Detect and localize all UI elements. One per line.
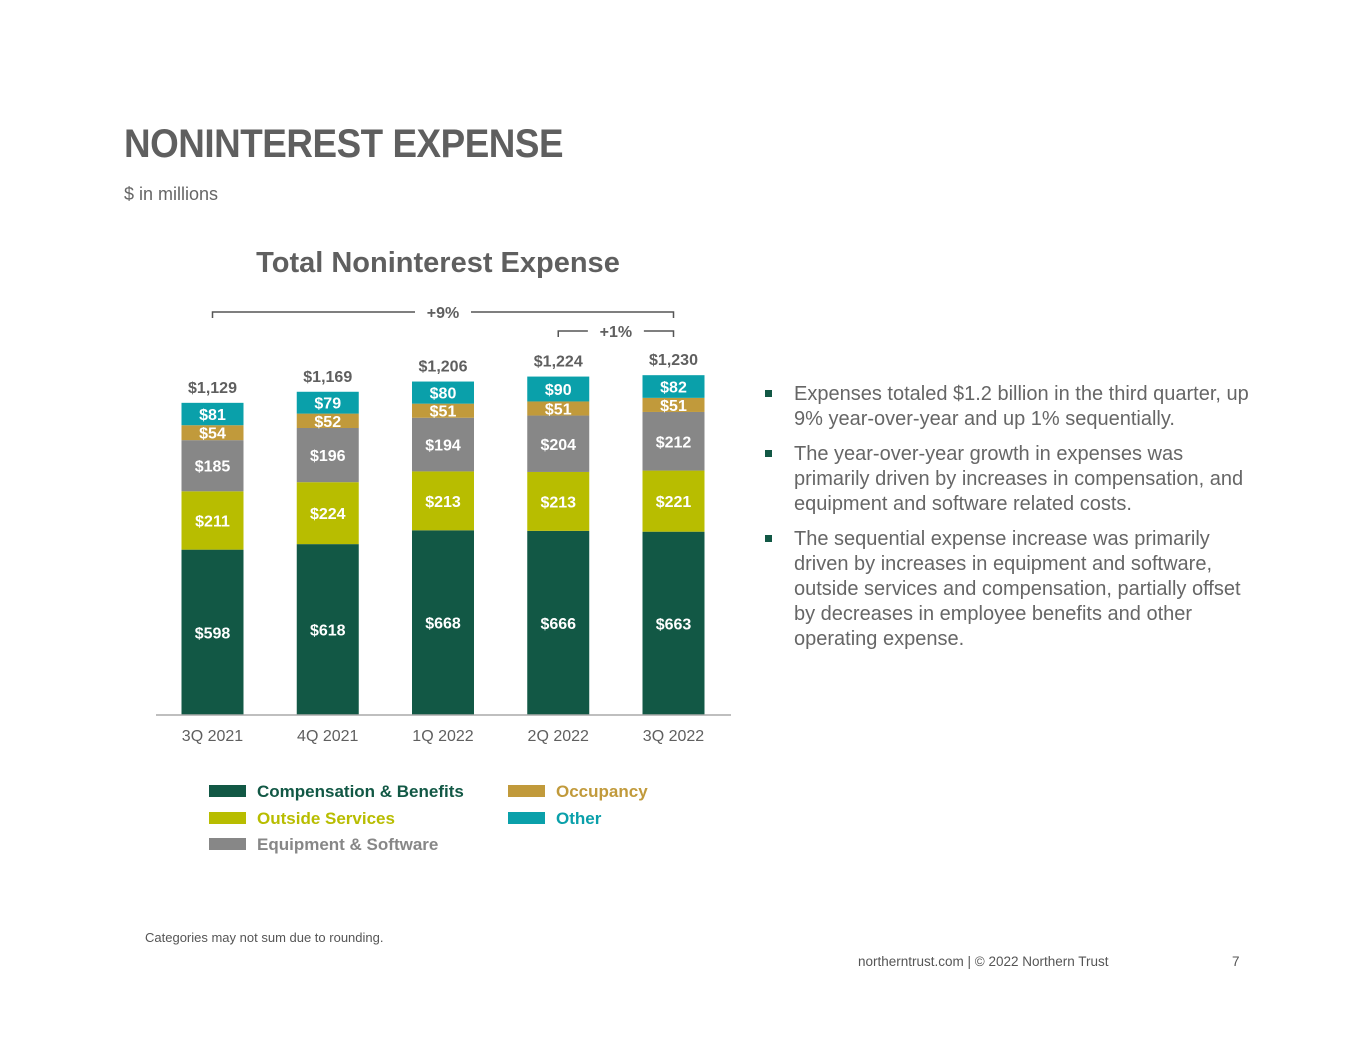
bar-segment-other	[642, 375, 705, 398]
bullet-item: The year-over-year growth in expenses wa…	[764, 442, 1254, 517]
square-bullet-icon	[765, 450, 772, 457]
page-title: NONINTEREST EXPENSE	[124, 122, 564, 166]
data-label: $668	[425, 616, 461, 633]
data-label: $221	[656, 494, 692, 511]
noninterest-expense-chart: Total Noninterest Expense $598 $211 $185 $5…	[156, 247, 731, 854]
commentary-bullets: Expenses totaled $1.2 billion in the thi…	[764, 382, 1254, 662]
bar-segment-equipment-software	[412, 417, 474, 472]
page-subtitle: $ in millions	[124, 184, 219, 204]
growth-label: +9%	[427, 305, 459, 322]
data-label: $185	[195, 459, 231, 476]
x-tick-label: 2Q 2022	[528, 728, 589, 745]
data-label: $663	[656, 616, 692, 633]
bracket-line	[557, 330, 588, 337]
total-label: $1,129	[188, 380, 237, 397]
legend-swatch	[508, 785, 545, 797]
bar-segment-other	[527, 376, 590, 402]
data-label: $82	[660, 380, 687, 397]
data-label: $51	[430, 404, 457, 421]
growth-annotations: +9% +1%	[211, 305, 675, 341]
data-label: $51	[660, 398, 687, 415]
total-label: $1,169	[303, 369, 352, 386]
legend-label: Equipment & Software	[257, 835, 438, 854]
footnote: Categories may not sum due to rounding.	[145, 930, 384, 945]
bar-segment-occupancy	[642, 397, 705, 412]
bracket-line	[643, 330, 675, 337]
bar-segment-occupancy	[296, 413, 359, 428]
legend-label: Occupancy	[556, 782, 648, 801]
data-label: $213	[540, 494, 576, 511]
data-label: $211	[195, 513, 230, 530]
bracket-line	[471, 311, 675, 318]
bullet-item: The sequential expense increase was prim…	[764, 527, 1254, 652]
bar-segment-other	[181, 402, 244, 426]
data-label: $212	[656, 434, 692, 451]
bar-segment-occupancy	[412, 403, 474, 418]
data-label: $618	[310, 623, 346, 640]
bar-segment-equipment-software	[642, 411, 705, 471]
bullet-text: Expenses totaled $1.2 billion in the thi…	[794, 383, 1249, 430]
legend-swatch	[209, 812, 246, 824]
legend-swatch	[209, 838, 246, 850]
square-bullet-icon	[765, 390, 772, 397]
bar-segment-compensation-benefits	[412, 530, 474, 715]
bar-segment-equipment-software	[296, 427, 359, 483]
bracket-line	[211, 311, 415, 318]
data-label: $90	[545, 382, 572, 399]
legend-swatch	[508, 812, 545, 824]
growth-label: +1%	[600, 324, 632, 341]
legend: Compensation & Benefits Occupancy Outside …	[209, 782, 648, 854]
data-label: $79	[314, 396, 341, 413]
legend-label: Compensation & Benefits	[257, 782, 464, 801]
bullet-text: The year-over-year growth in expenses wa…	[794, 443, 1244, 515]
page-number: 7	[1232, 954, 1240, 969]
data-label: $54	[199, 426, 226, 443]
total-label: $1,206	[419, 359, 468, 376]
bar-segment-compensation-benefits	[181, 549, 244, 715]
data-label: $213	[425, 494, 461, 511]
data-label: $204	[540, 437, 576, 454]
data-label: $598	[195, 625, 231, 642]
data-label: $666	[540, 616, 576, 633]
legend-label: Other	[556, 809, 602, 828]
bar-segment-outside-services	[642, 470, 705, 532]
total-label: $1,224	[534, 354, 583, 371]
x-tick-label: 1Q 2022	[412, 728, 473, 745]
total-label: $1,230	[649, 352, 698, 369]
square-bullet-icon	[765, 535, 772, 542]
x-tick-label: 4Q 2021	[297, 728, 358, 745]
data-label: $196	[310, 448, 346, 465]
bar-segment-outside-services	[412, 471, 474, 531]
bar-segment-occupancy	[181, 425, 244, 441]
bullet-text: The sequential expense increase was prim…	[794, 528, 1241, 650]
data-label: $52	[314, 414, 341, 431]
bar-segment-outside-services	[527, 471, 590, 531]
legend-swatch	[209, 785, 246, 797]
x-tick-label: 3Q 2021	[182, 728, 243, 745]
bar-segment-outside-services	[181, 491, 244, 550]
data-label: $194	[425, 438, 461, 455]
bar-segment-other	[296, 391, 359, 414]
bar-segment-occupancy	[527, 401, 590, 416]
chart-title: Total Noninterest Expense	[256, 247, 620, 279]
bar-segment-compensation-benefits	[527, 530, 590, 715]
bar-segment-compensation-benefits	[296, 544, 359, 715]
data-label: $81	[199, 407, 226, 424]
bar-segment-compensation-benefits	[642, 531, 705, 715]
data-label: $224	[310, 506, 346, 523]
bar-segment-other	[412, 381, 474, 404]
bullet-item: Expenses totaled $1.2 billion in the thi…	[764, 382, 1254, 432]
bar-segment-outside-services	[296, 482, 359, 545]
data-label: $80	[430, 386, 457, 403]
data-label: $51	[545, 401, 572, 418]
x-axis-ticks: 3Q 2021 4Q 2021 1Q 2022 2Q 2022 3Q 2022	[182, 728, 704, 745]
legend-label: Outside Services	[257, 809, 395, 828]
x-tick-label: 3Q 2022	[643, 728, 704, 745]
bar-area: $598$211$185$54$81$1,129$618$224$196$52$…	[181, 352, 705, 715]
bar-segment-equipment-software	[527, 415, 590, 472]
footer-copyright: northerntrust.com | © 2022 Northern Trus…	[858, 954, 1109, 969]
bar-segment-equipment-software	[181, 440, 244, 492]
